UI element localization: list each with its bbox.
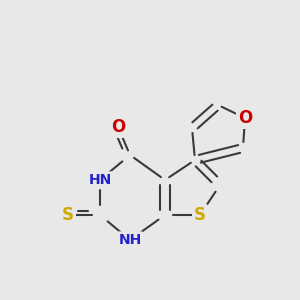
Text: O: O: [111, 118, 125, 136]
Text: S: S: [62, 206, 74, 224]
Text: O: O: [238, 109, 252, 127]
Text: NH: NH: [118, 233, 142, 247]
Text: S: S: [194, 206, 206, 224]
Text: HN: HN: [88, 173, 112, 187]
